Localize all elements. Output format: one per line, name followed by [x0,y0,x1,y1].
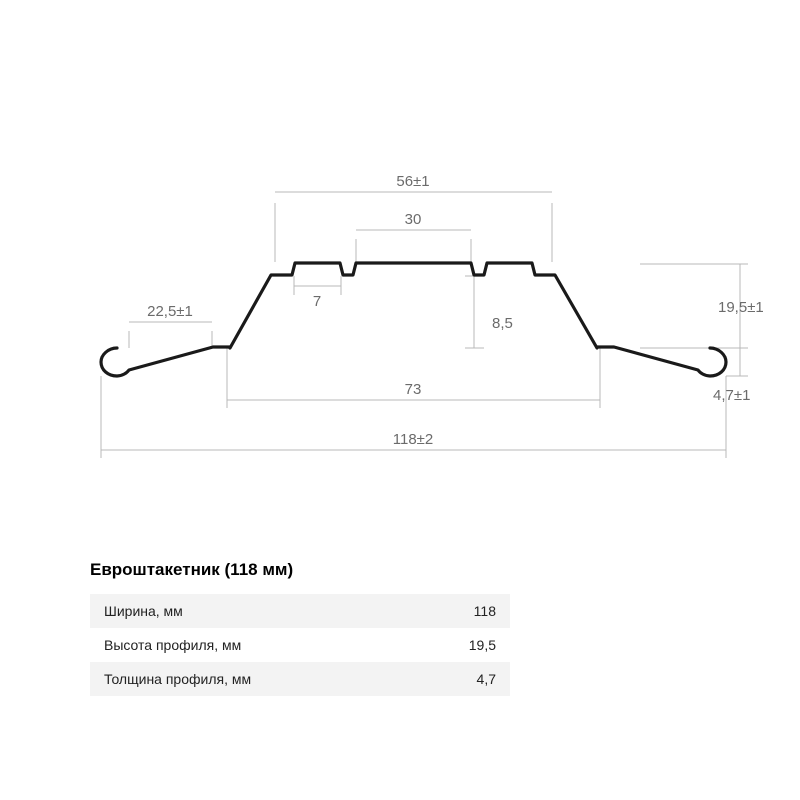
spec-row: Высота профиля, мм 19,5 [90,628,510,662]
spec-title: Евроштакетник (118 мм) [90,560,510,580]
spec-value: 118 [474,603,496,619]
svg-text:30: 30 [405,211,422,228]
svg-text:22,5±1: 22,5±1 [147,303,193,320]
spec-value: 19,5 [469,637,496,653]
svg-text:8,5: 8,5 [492,315,513,332]
svg-text:7: 7 [313,293,321,310]
svg-text:19,5±1: 19,5±1 [718,299,764,316]
spec-label: Ширина, мм [104,603,183,619]
spec-row: Толщина профиля, мм 4,7 [90,662,510,696]
spec-table: Евроштакетник (118 мм) Ширина, мм 118 Вы… [90,560,510,696]
svg-text:4,7±1: 4,7±1 [713,387,750,404]
svg-text:73: 73 [405,381,422,398]
svg-text:118±2: 118±2 [393,431,434,448]
svg-text:56±1: 56±1 [396,173,429,190]
spec-label: Высота профиля, мм [104,637,241,653]
profile-diagram: 56±1 30 7 22,5±1 73 118±2 8,5 19,5±1 4,7±1 [0,100,800,480]
spec-row: Ширина, мм 118 [90,594,510,628]
spec-label: Толщина профиля, мм [104,671,251,687]
spec-value: 4,7 [477,671,496,687]
